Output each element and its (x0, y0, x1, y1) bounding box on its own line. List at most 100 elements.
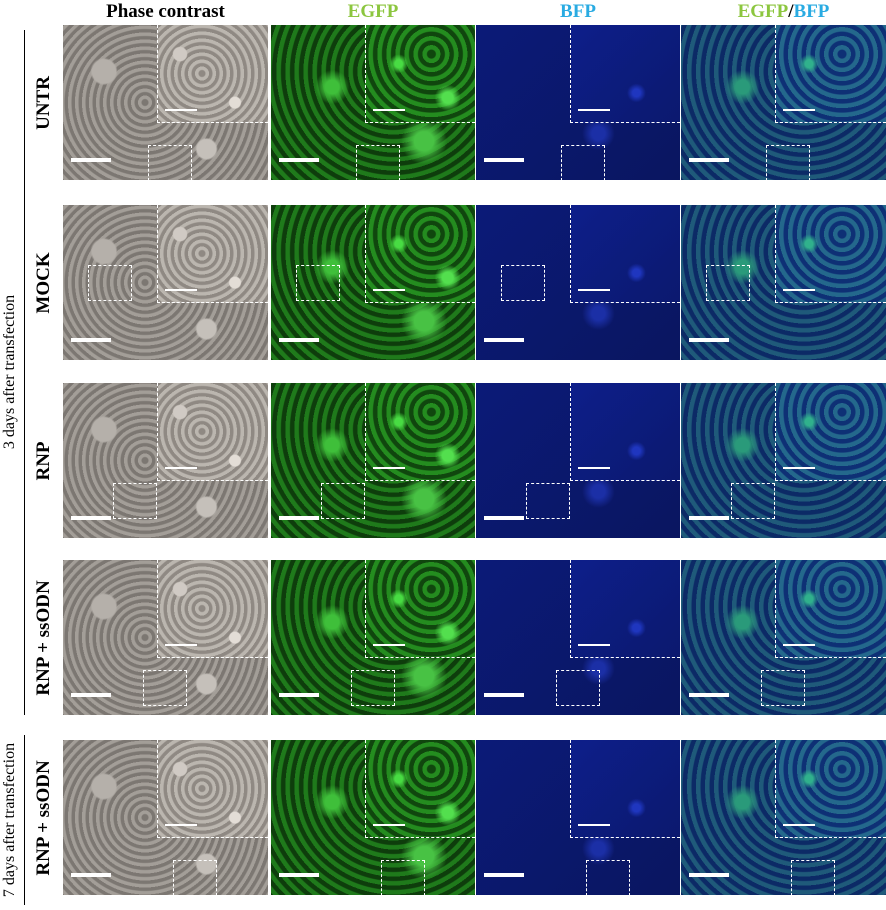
zoom-inset (364, 383, 475, 481)
zoom-region (791, 860, 835, 895)
header-part: EGFP (737, 1, 789, 22)
row-label: RNP + ssODN (33, 760, 54, 876)
zoom-region (586, 860, 630, 895)
row-label: RNP (33, 441, 54, 481)
zoom-inset (775, 383, 886, 481)
zoom-region (766, 145, 810, 180)
zoom-inset (775, 740, 886, 838)
scale-bar (372, 643, 405, 646)
zoom-inset (157, 383, 268, 481)
header-part: BFP (793, 1, 830, 22)
zoom-region (356, 145, 400, 180)
scale-bar (484, 158, 524, 162)
scale-bar (165, 823, 198, 826)
scale-bar (165, 288, 198, 291)
scale-bar (783, 288, 816, 291)
column-header: EGFP (347, 1, 399, 22)
scale-bar (71, 158, 111, 162)
scale-bar (689, 158, 729, 162)
scale-bar (484, 516, 524, 520)
scale-bar (577, 823, 610, 826)
scale-bar (577, 108, 610, 111)
zoom-inset (364, 560, 475, 658)
scale-bar (279, 158, 319, 162)
micrograph (681, 383, 886, 538)
scale-bar (372, 823, 405, 826)
micrograph (681, 740, 886, 895)
zoom-inset (157, 560, 268, 658)
scale-bar (484, 693, 524, 697)
scale-bar (484, 873, 524, 877)
scale-bar (165, 466, 198, 469)
zoom-region (761, 670, 805, 706)
scale-bar (484, 338, 524, 342)
micrograph (681, 25, 886, 180)
micrograph (681, 205, 886, 360)
micrograph (271, 383, 475, 538)
micrograph (476, 560, 680, 715)
zoom-inset (157, 205, 268, 303)
micrograph (271, 205, 475, 360)
scale-bar (71, 873, 111, 877)
micrograph (476, 383, 680, 538)
header-part: / (788, 1, 794, 22)
scale-bar (689, 693, 729, 697)
row-label: RNP + ssODN (33, 580, 54, 696)
scale-bar (279, 873, 319, 877)
zoom-region (296, 265, 340, 301)
zoom-region (88, 265, 132, 301)
zoom-region (501, 265, 545, 301)
micrograph (63, 205, 268, 360)
zoom-inset (157, 740, 268, 838)
scale-bar (783, 823, 816, 826)
zoom-inset (157, 25, 268, 123)
micrograph (476, 740, 680, 895)
scale-bar (577, 643, 610, 646)
zoom-region (143, 670, 187, 706)
zoom-inset (364, 25, 475, 123)
row-label: UNTR (33, 76, 54, 130)
zoom-region (351, 670, 395, 706)
scale-bar (71, 516, 111, 520)
zoom-region (173, 860, 217, 895)
scale-bar (689, 873, 729, 877)
scale-bar (577, 466, 610, 469)
zoom-inset (364, 205, 475, 303)
zoom-region (526, 483, 570, 519)
zoom-region (321, 483, 365, 519)
zoom-inset (364, 740, 475, 838)
column-header: EGFP/BFP (681, 0, 886, 24)
scale-bar (71, 693, 111, 697)
micrograph (476, 25, 680, 180)
zoom-inset (569, 383, 680, 481)
group-label: 3 days after transfection (1, 294, 18, 450)
zoom-region (561, 145, 605, 180)
scale-bar (165, 108, 198, 111)
scale-bar (372, 108, 405, 111)
micrograph (271, 740, 475, 895)
row-label: MOCK (33, 252, 54, 314)
scale-bar (783, 643, 816, 646)
zoom-region (556, 670, 600, 706)
zoom-region (706, 265, 750, 301)
scale-bar (689, 338, 729, 342)
scale-bar (783, 108, 816, 111)
scale-bar (372, 466, 405, 469)
scale-bar (71, 338, 111, 342)
zoom-inset (569, 560, 680, 658)
zoom-region (148, 145, 192, 180)
zoom-inset (569, 25, 680, 123)
zoom-inset (775, 205, 886, 303)
scale-bar (165, 643, 198, 646)
zoom-region (731, 483, 775, 519)
column-header: BFP (560, 1, 596, 22)
scale-bar (279, 516, 319, 520)
micrograph (63, 740, 268, 895)
scale-bar (279, 338, 319, 342)
scale-bar (783, 466, 816, 469)
zoom-region (113, 483, 157, 519)
micrograph (476, 205, 680, 360)
scale-bar (279, 693, 319, 697)
scale-bar (577, 288, 610, 291)
